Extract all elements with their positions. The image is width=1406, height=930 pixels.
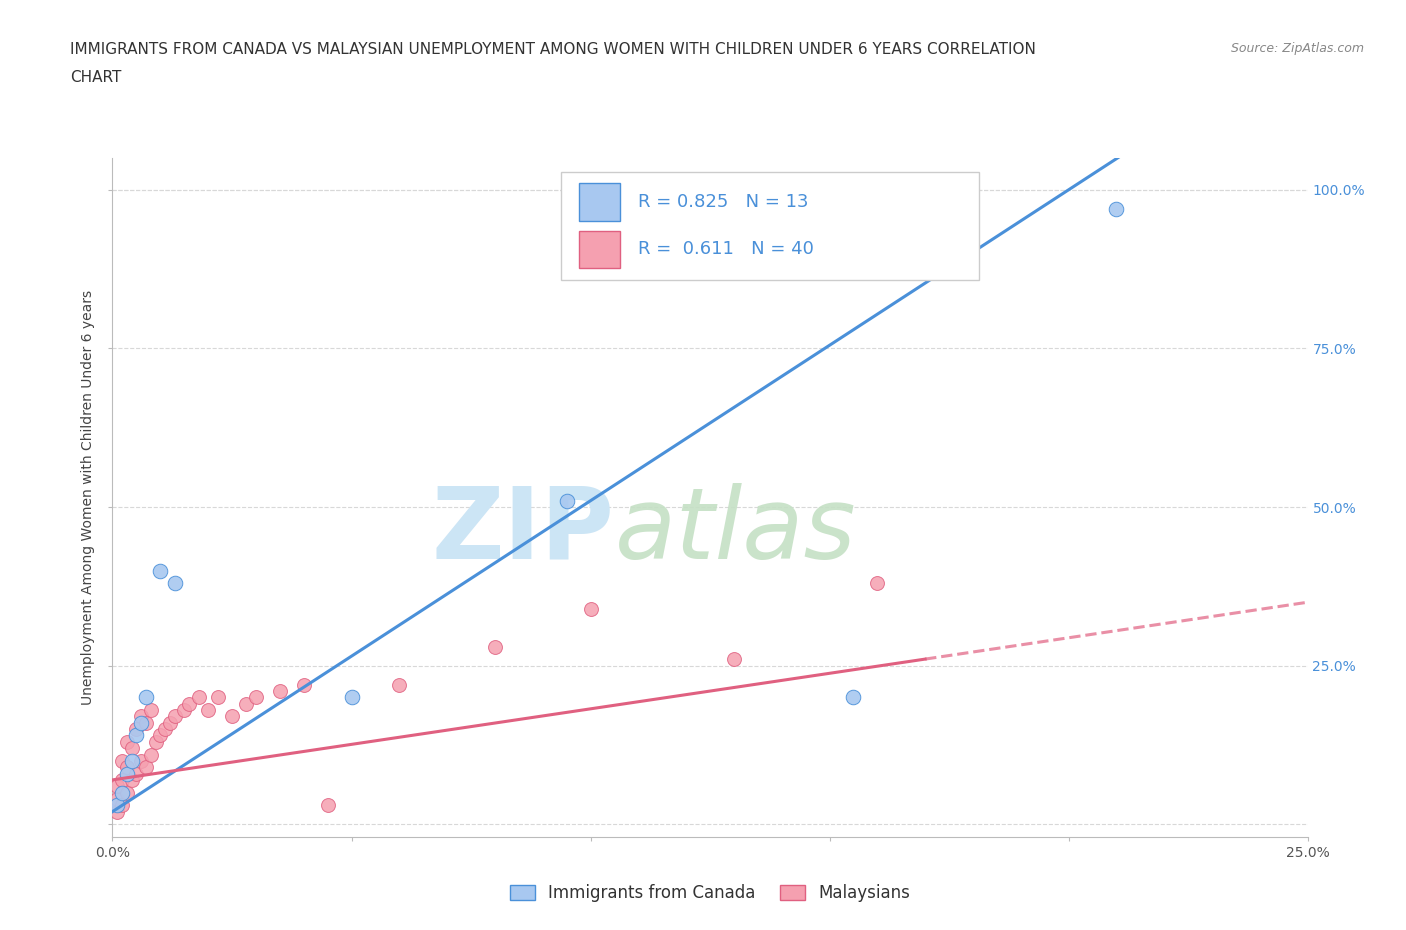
FancyBboxPatch shape [579,231,620,268]
Point [129,709,152,724]
Point [1105,202,1128,217]
Point [269,684,291,698]
Point [111,798,134,813]
Point [149,728,172,743]
Legend: Immigrants from Canada, Malaysians: Immigrants from Canada, Malaysians [501,875,920,910]
Text: CHART: CHART [70,70,122,85]
Point [121,753,143,768]
Point [197,703,219,718]
Text: ZIP: ZIP [432,483,614,580]
Point [207,690,229,705]
Point [177,697,200,711]
Point [145,735,167,750]
Point [115,766,138,781]
Point [135,760,157,775]
Point [340,690,363,705]
Point [125,728,148,743]
Point [292,677,315,692]
Point [111,785,134,800]
Point [105,798,128,813]
Text: Source: ZipAtlas.com: Source: ZipAtlas.com [1230,42,1364,55]
Point [388,677,411,692]
Point [235,697,257,711]
Point [723,652,745,667]
Point [111,773,134,788]
Text: IMMIGRANTS FROM CANADA VS MALAYSIAN UNEMPLOYMENT AMONG WOMEN WITH CHILDREN UNDER: IMMIGRANTS FROM CANADA VS MALAYSIAN UNEM… [70,42,1036,57]
FancyBboxPatch shape [561,172,979,280]
Point [187,690,209,705]
Point [316,798,339,813]
Point [125,766,148,781]
Point [115,760,138,775]
Point [105,791,128,806]
Text: atlas: atlas [614,483,856,580]
Point [555,493,578,508]
Point [105,804,128,819]
Point [221,709,243,724]
FancyBboxPatch shape [579,183,620,220]
Point [135,715,157,730]
Text: R = 0.825   N = 13: R = 0.825 N = 13 [638,193,808,211]
Point [111,753,134,768]
Point [121,773,143,788]
Point [115,735,138,750]
Point [125,722,148,737]
Point [866,576,889,591]
Point [105,778,128,793]
Point [129,753,152,768]
Point [842,690,865,705]
Point [139,703,162,718]
Point [579,601,602,616]
Text: R =  0.611   N = 40: R = 0.611 N = 40 [638,240,814,258]
Point [121,740,143,755]
Point [159,715,181,730]
Point [173,703,195,718]
Point [115,785,138,800]
Point [149,563,172,578]
Point [129,715,152,730]
Point [484,639,506,654]
Point [163,576,186,591]
Point [139,747,162,762]
Y-axis label: Unemployment Among Women with Children Under 6 years: Unemployment Among Women with Children U… [82,290,96,705]
Point [153,722,176,737]
Point [163,709,186,724]
Point [245,690,267,705]
Point [135,690,157,705]
